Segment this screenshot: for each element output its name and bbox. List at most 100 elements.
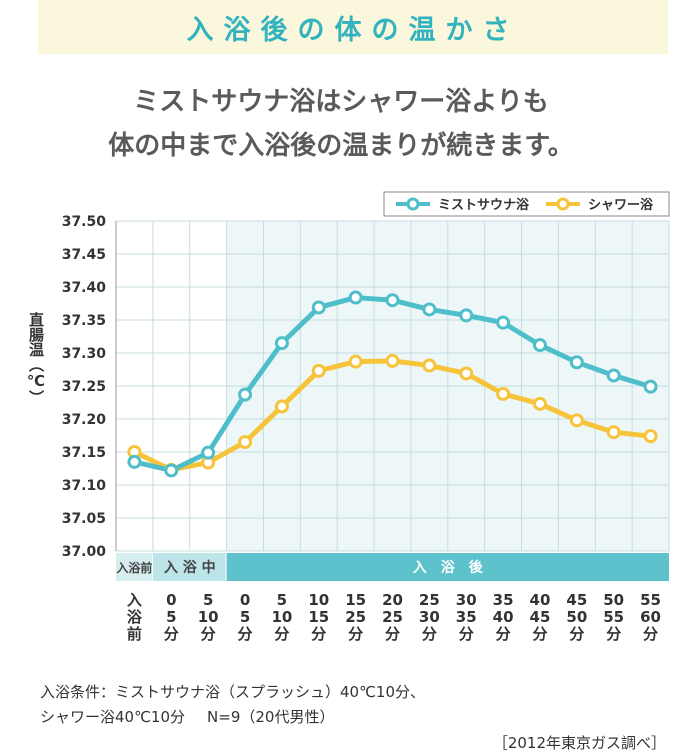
y-tick-label: 37.50: [62, 214, 107, 230]
data-point: [311, 363, 326, 378]
subtitle-line-2: 体の中まで入浴後の温まりが続きます。: [108, 131, 574, 161]
x-tick-label: 分: [643, 625, 658, 643]
phase-label: 入浴前: [116, 560, 152, 575]
source-note: ［2012年東京ガス調べ］: [492, 734, 666, 752]
x-tick-label: 25: [345, 608, 366, 626]
conditions-note: 入浴条件：ミストサウナ浴（スプラッシュ）40℃10分、 シャワー浴40℃10分 N…: [40, 680, 425, 730]
data-point: [311, 300, 326, 315]
y-tick-label: 37.20: [62, 412, 107, 428]
x-tick-label: 分: [274, 625, 289, 643]
data-point: [238, 387, 253, 402]
phase-label: 入 浴 中: [164, 559, 216, 576]
x-tick-label: 35: [456, 608, 477, 626]
x-tick-label: 15: [308, 608, 329, 626]
y-tick-label: 37.35: [62, 313, 106, 329]
x-tick-label: 50: [566, 608, 587, 626]
data-point: [422, 302, 437, 317]
x-tick-label: 分: [311, 625, 326, 643]
x-tick-label: 25: [382, 608, 403, 626]
phase-band: [152, 553, 226, 581]
subtitle-line-1: ミストサウナ浴はシャワー浴よりも: [133, 87, 549, 117]
x-tick-label: 25: [419, 591, 440, 609]
x-tick-label: 5: [203, 591, 213, 609]
x-tick-label: 45: [530, 608, 551, 626]
x-tick-label: 分: [348, 625, 363, 643]
data-point: [643, 429, 658, 444]
y-tick-label: 37.05: [62, 511, 106, 527]
y-axis-label: 直腸温（℃）: [27, 312, 45, 405]
y-tick-label: 37.40: [62, 280, 107, 296]
x-tick-label: 5: [277, 591, 287, 609]
data-point: [422, 358, 437, 373]
title-band: 入浴後の体の温かさ: [38, 0, 668, 54]
data-point: [606, 425, 621, 440]
data-point: [127, 454, 142, 469]
y-tick-label: 37.15: [62, 445, 106, 461]
x-tick-label: 20: [382, 591, 403, 609]
y-tick-label: 37.45: [62, 247, 106, 263]
data-point: [238, 435, 253, 450]
x-tick-label: 40: [530, 591, 551, 609]
data-point: [569, 413, 584, 428]
x-tick-label: 分: [459, 625, 474, 643]
x-tick-label: 分: [569, 625, 584, 643]
x-tick-label: 浴: [127, 608, 143, 626]
data-point: [201, 445, 216, 460]
legend-marker: [556, 197, 570, 211]
data-point: [385, 353, 400, 368]
phase-band: [116, 553, 152, 581]
x-tick-label: 10: [271, 608, 292, 626]
data-point: [385, 293, 400, 308]
data-point: [348, 290, 363, 305]
x-tick-label: 分: [496, 625, 511, 643]
data-point: [569, 355, 584, 370]
x-tick-label: 分: [164, 625, 179, 643]
x-tick-label: 50: [603, 591, 624, 609]
data-point: [643, 379, 658, 394]
conditions-line-2: シャワー浴40℃10分 N=9（20代男性）: [40, 705, 425, 730]
x-tick-label: 分: [422, 625, 437, 643]
legend-box: [383, 191, 670, 217]
x-tick-label: 30: [419, 608, 440, 626]
data-point: [274, 336, 289, 351]
phase-label: 入 浴 後: [413, 559, 484, 576]
data-point: [164, 463, 179, 478]
x-tick-label: 10: [198, 608, 219, 626]
data-point: [274, 399, 289, 414]
x-tick-label: 分: [532, 625, 547, 643]
x-tick-label: 分: [385, 625, 400, 643]
x-tick-label: 分: [201, 625, 216, 643]
x-tick-label: 入: [127, 591, 142, 609]
y-tick-label: 37.00: [62, 544, 107, 560]
data-point: [532, 396, 547, 411]
data-point: [459, 366, 474, 381]
data-point: [348, 354, 363, 369]
x-tick-label: 40: [493, 608, 514, 626]
line-chart: 37.00 37.05 37.10 37.15 37.20 37.25 37.30 37.35…: [62, 191, 670, 643]
subtitle: ミストサウナ浴はシャワー浴よりも 体の中まで入浴後の温まりが続きます。: [0, 80, 682, 168]
x-tick-label: 前: [127, 625, 142, 643]
x-tick-label: 55: [603, 608, 624, 626]
legend-marker: [406, 197, 420, 211]
data-point: [532, 338, 547, 353]
x-tick-label: 分: [238, 625, 253, 643]
data-point: [496, 386, 511, 401]
x-tick-label: 30: [456, 591, 477, 609]
x-tick-label: 5: [166, 608, 176, 626]
conditions-line-2a: シャワー浴40℃10分: [40, 708, 186, 726]
x-tick-label: 分: [606, 625, 621, 643]
x-tick-label: 55: [640, 591, 661, 609]
x-tick-label: 10: [308, 591, 329, 609]
page-title: 入浴後の体の温かさ: [186, 14, 520, 46]
legend-label: ミストサウナ浴: [438, 197, 530, 213]
x-tick-label: 0: [166, 591, 176, 609]
data-point: [606, 368, 621, 383]
data-point: [496, 315, 511, 330]
conditions-line-1: 入浴条件：ミストサウナ浴（スプラッシュ）40℃10分、: [40, 683, 426, 701]
y-tick-label: 37.10: [62, 478, 107, 494]
legend-label: シャワー浴: [588, 197, 654, 213]
y-tick-label: 37.25: [62, 379, 106, 395]
conditions-line-2b: N=9（20代男性）: [207, 708, 335, 726]
x-tick-label: 15: [345, 591, 366, 609]
